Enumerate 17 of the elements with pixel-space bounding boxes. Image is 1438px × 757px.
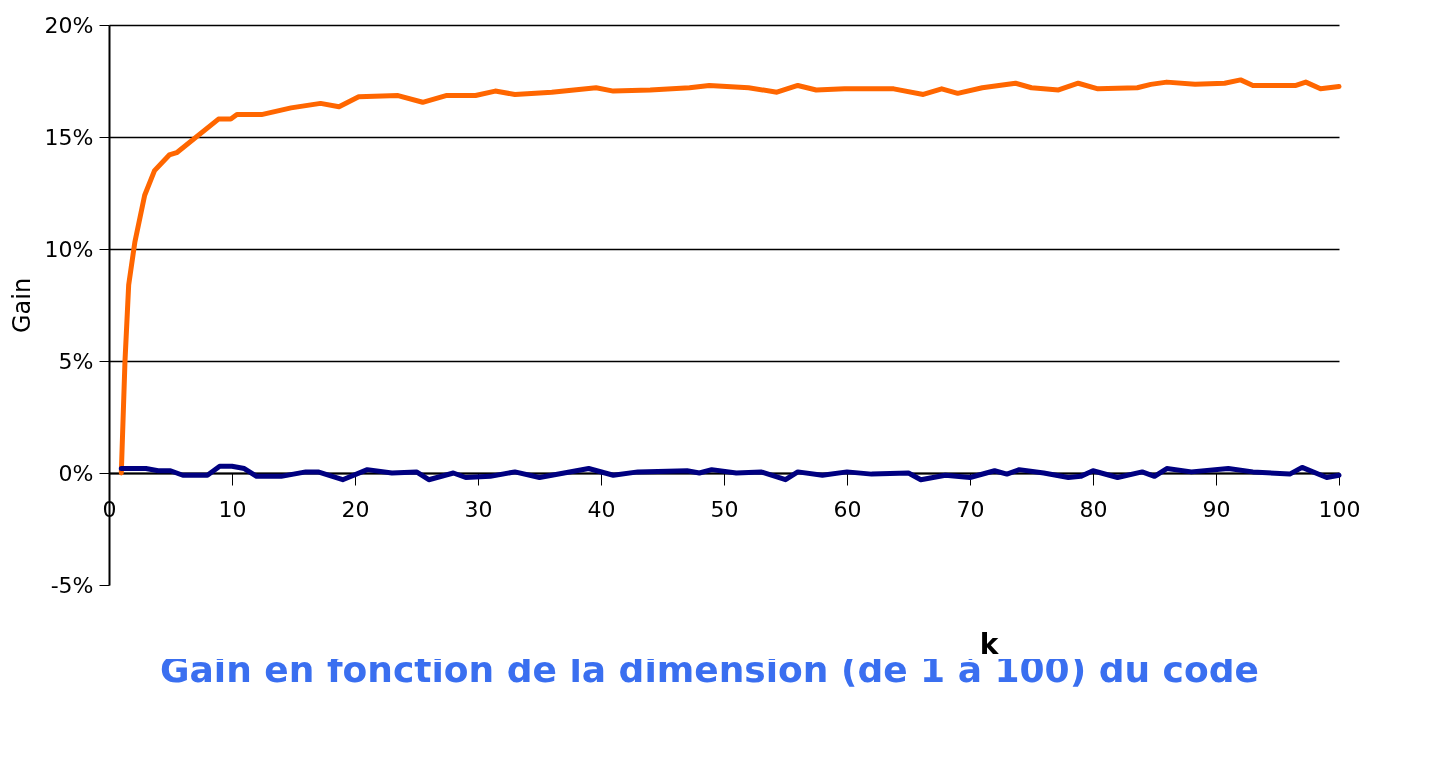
x-tick-label: 20 — [341, 496, 370, 522]
y-tick-label: 10% — [44, 236, 94, 262]
x-tick-label: 30 — [464, 496, 493, 522]
x-tick-label: 50 — [710, 496, 739, 522]
x-tick-label: 70 — [956, 496, 985, 522]
x-tick-label: 90 — [1202, 496, 1231, 522]
y-axis-title: Gain — [7, 277, 36, 334]
y-tick-label: 15% — [44, 124, 94, 150]
y-tick-label: -5% — [50, 572, 94, 598]
y-tick-label: 5% — [58, 348, 94, 374]
x-tick-label: 60 — [833, 496, 862, 522]
x-tick-label: 40 — [587, 496, 616, 522]
x-tick-label: 10 — [218, 496, 247, 522]
y-tick-label: 0% — [58, 460, 94, 486]
y-tick-label: 20% — [44, 12, 94, 38]
x-tick-label: 80 — [1079, 496, 1108, 522]
x-tick-label: 100 — [1318, 496, 1361, 522]
